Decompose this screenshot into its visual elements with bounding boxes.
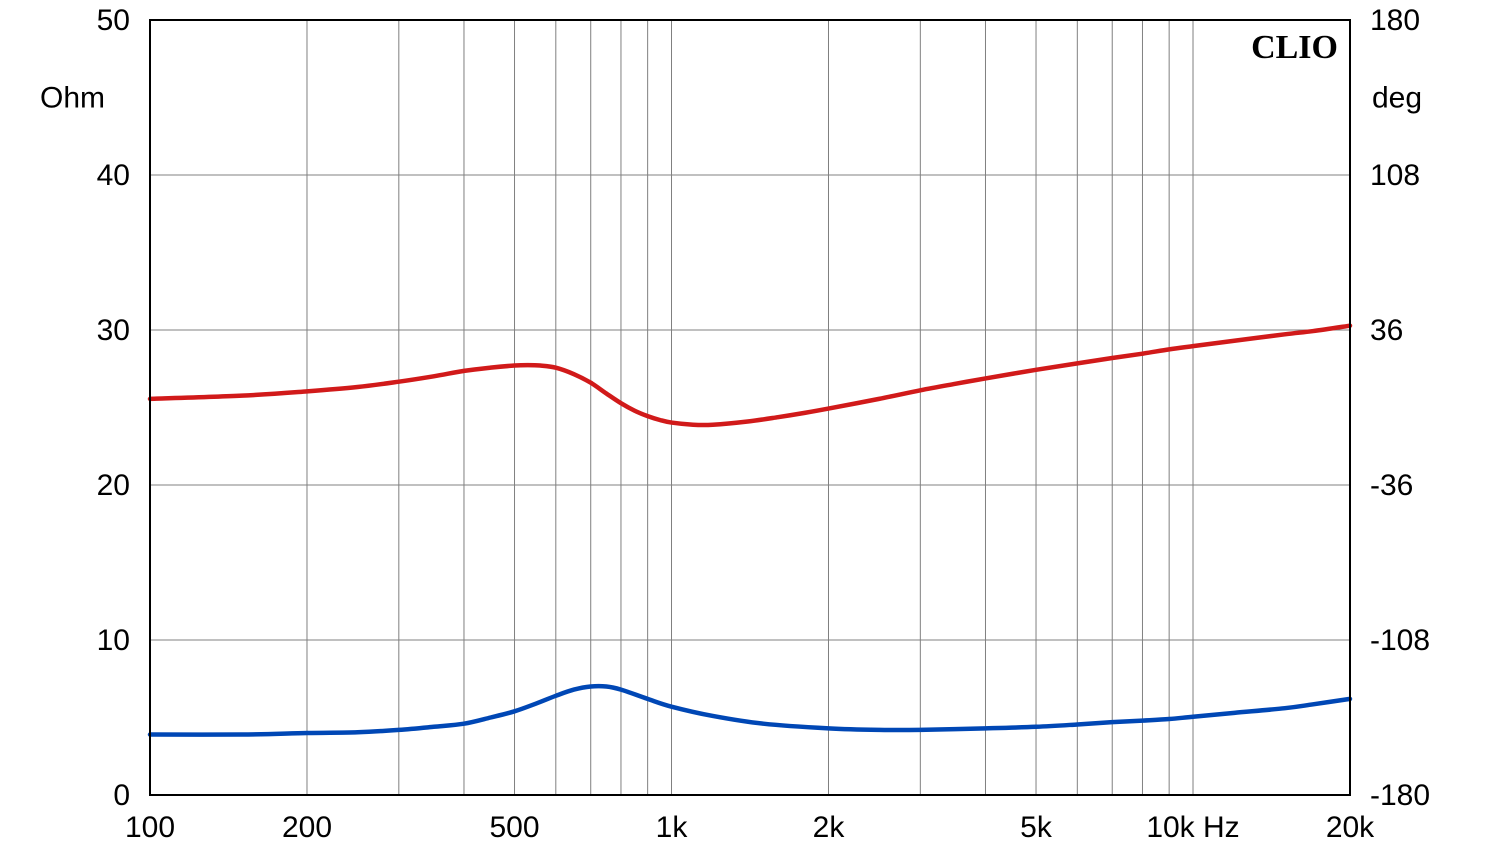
x-tick-label: 20k	[1326, 811, 1375, 844]
y-right-tick-label: -180	[1370, 779, 1430, 812]
y-left-title: Ohm	[40, 82, 105, 115]
y-right-tick-label: -36	[1370, 469, 1413, 502]
y-left-tick-label: 0	[113, 779, 130, 812]
y-left-tick-label: 20	[97, 469, 130, 502]
x-tick-label: 2k	[813, 811, 846, 844]
y-left-tick-label: 50	[97, 4, 130, 37]
y-right-tick-label: 180	[1370, 4, 1420, 37]
y-right-tick-label: 108	[1370, 159, 1420, 192]
x-tick-label: 5k	[1020, 811, 1053, 844]
y-right-title: deg	[1372, 82, 1422, 115]
y-right-tick-label: 36	[1370, 314, 1403, 347]
impedance-phase-chart: 100 200 500 1k 2k 5k 10k Hz 20k 0 10 20 30 40 50 Ohm -1…	[0, 0, 1500, 864]
y-left-tick-label: 30	[97, 314, 130, 347]
x-tick-label: 200	[282, 811, 332, 844]
brand-label: CLIO	[1251, 29, 1338, 66]
x-tick-label: 500	[489, 811, 539, 844]
y-right-tick-label: -108	[1370, 624, 1430, 657]
x-tick-label: 100	[125, 811, 175, 844]
x-tick-label: 1k	[656, 811, 689, 844]
y-left-tick-label: 10	[97, 624, 130, 657]
y-left-tick-label: 40	[97, 159, 130, 192]
x-tick-label: 10k Hz	[1146, 811, 1239, 844]
